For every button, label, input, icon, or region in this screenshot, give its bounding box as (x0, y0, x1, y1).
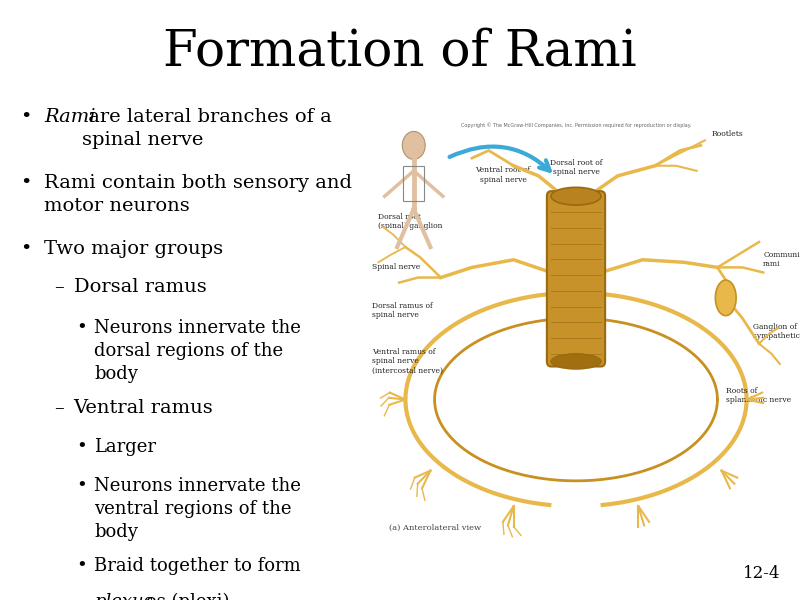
Text: Two major groups: Two major groups (44, 240, 223, 258)
Text: Copyright © The McGraw-Hill Companies, Inc. Permission required for reproduction: Copyright © The McGraw-Hill Companies, I… (461, 122, 691, 128)
Ellipse shape (715, 280, 736, 316)
Text: Larger: Larger (94, 438, 156, 456)
Text: •: • (20, 240, 31, 258)
Text: Formation of Rami: Formation of Rami (163, 27, 637, 76)
Text: Dorsal ramus of
spinal nerve: Dorsal ramus of spinal nerve (372, 302, 433, 319)
Text: Ventral root of
spinal nerve: Ventral root of spinal nerve (475, 166, 531, 184)
Text: (a) Anterolateral view: (a) Anterolateral view (389, 524, 481, 532)
Text: Dorsal root of
spinal nerve: Dorsal root of spinal nerve (550, 159, 602, 176)
Text: Braid together to form: Braid together to form (94, 557, 301, 575)
Text: plexus: plexus (94, 593, 154, 600)
Text: 12-4: 12-4 (742, 565, 780, 582)
Text: Roots of
splanchnic nerve: Roots of splanchnic nerve (726, 387, 791, 404)
Text: Spinal nerve: Spinal nerve (372, 263, 421, 271)
Text: Dorsal ramus: Dorsal ramus (74, 278, 206, 296)
Text: •: • (76, 557, 86, 575)
FancyBboxPatch shape (547, 191, 605, 367)
Text: es (plexi): es (plexi) (146, 593, 229, 600)
Ellipse shape (551, 354, 601, 369)
Text: •: • (76, 438, 86, 456)
Text: Rootlets: Rootlets (711, 130, 743, 138)
Text: •: • (20, 174, 31, 192)
Text: Neurons innervate the
dorsal regions of the
body: Neurons innervate the dorsal regions of … (94, 319, 302, 383)
Text: Rami contain both sensory and
motor neurons: Rami contain both sensory and motor neur… (44, 174, 352, 215)
Text: Dorsal root
(spinal) ganglion: Dorsal root (spinal) ganglion (378, 213, 443, 230)
Text: •: • (20, 108, 31, 126)
Text: Ganglion of
sympathetic chain: Ganglion of sympathetic chain (753, 323, 800, 340)
Circle shape (402, 131, 426, 160)
Text: •: • (76, 477, 86, 495)
Text: Communicating
rami: Communicating rami (763, 251, 800, 268)
Text: Ventral ramus: Ventral ramus (74, 399, 214, 417)
Text: Rami: Rami (44, 108, 95, 126)
Text: •: • (76, 319, 86, 337)
Ellipse shape (551, 187, 601, 205)
Text: Ventral ramus of
spinal nerve
(intercostal nerve): Ventral ramus of spinal nerve (intercost… (372, 348, 443, 374)
Text: –: – (54, 399, 64, 417)
Text: –: – (54, 278, 64, 296)
Text: Neurons innervate the
ventral regions of the
body: Neurons innervate the ventral regions of… (94, 477, 302, 541)
FancyArrowPatch shape (450, 146, 550, 171)
Text: are lateral branches of a
spinal nerve: are lateral branches of a spinal nerve (82, 108, 331, 149)
